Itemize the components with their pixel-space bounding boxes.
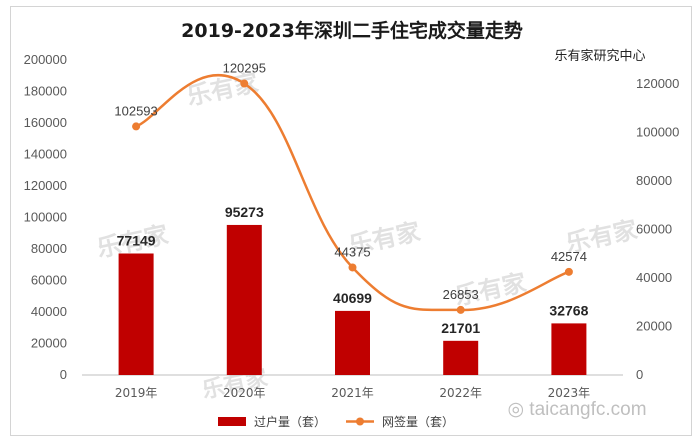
y-left-tick: 160000 <box>24 115 67 130</box>
y-right-tick: 100000 <box>636 125 679 140</box>
y-right-tick: 40000 <box>636 270 672 285</box>
legend-line-label: 网签量（套） <box>382 414 454 429</box>
line-path <box>135 74 570 312</box>
x-tick: 2023年 <box>548 386 591 400</box>
y-left-tick: 180000 <box>24 84 67 99</box>
y-left-tick: 200000 <box>24 52 67 67</box>
legend-line-marker <box>356 417 364 426</box>
legend-bar-swatch <box>218 417 246 426</box>
line-point <box>456 305 465 314</box>
chart-title: 2019-2023年深圳二手住宅成交量走势 <box>181 19 523 42</box>
y-right-tick: 80000 <box>636 173 672 188</box>
y-left-tick: 120000 <box>24 178 67 193</box>
bar <box>443 340 479 375</box>
combo-chart: 2019-2023年深圳二手住宅成交量走势 乐有家研究中心 乐有家乐有家乐有家乐… <box>24 19 680 429</box>
y-right-tick: 120000 <box>636 76 679 91</box>
line-value-label: 42574 <box>551 249 587 264</box>
x-tick: 2020年 <box>223 386 266 400</box>
bar <box>335 310 370 375</box>
x-tick: 2019年 <box>115 386 158 400</box>
bar-value-label: 21701 <box>441 320 480 336</box>
y-left-tick: 100000 <box>24 210 67 225</box>
y-left-tick: 140000 <box>24 147 67 162</box>
legend-bar-label: 过户量（套） <box>254 414 326 429</box>
bar <box>118 253 154 375</box>
watermark-site: ◎ taicangfc.com <box>507 399 646 420</box>
chart-frame: 2019-2023年深圳二手住宅成交量走势 乐有家研究中心 乐有家 乐有家 乐有家乐… <box>10 6 692 436</box>
bar-value-label: 95273 <box>225 204 264 220</box>
line-value-label: 26853 <box>443 287 479 302</box>
y-left-tick: 20000 <box>31 336 67 351</box>
legend: 过户量（套） 网签量（套） <box>218 414 454 429</box>
line-point <box>348 263 357 272</box>
x-tick: 2022年 <box>439 386 482 400</box>
bar-value-label: 32768 <box>549 302 588 318</box>
bar-value-label: 77149 <box>117 232 156 248</box>
bar <box>551 323 587 375</box>
line-point <box>564 267 573 276</box>
y-left-tick: 0 <box>60 367 67 382</box>
line-value-label: 120295 <box>223 61 266 76</box>
y-left-tick: 60000 <box>31 273 67 288</box>
y-right-tick: 0 <box>636 367 643 382</box>
bar-value-label: 40699 <box>333 290 372 306</box>
chart-source: 乐有家研究中心 <box>554 48 645 64</box>
bar-series <box>118 224 587 375</box>
data-labels: 77149 95273 40699 21701 32768 102593 120295 443… <box>114 61 588 336</box>
line-value-label: 102593 <box>114 103 157 118</box>
y-left-tick: 40000 <box>31 304 67 319</box>
y-right-tick: 60000 <box>636 222 672 237</box>
line-series <box>132 74 573 314</box>
y-left-tick: 80000 <box>31 241 67 256</box>
line-value-label: 44375 <box>334 244 370 259</box>
bar <box>226 224 262 375</box>
line-point <box>132 122 141 131</box>
y-right-tick: 20000 <box>636 319 672 334</box>
x-tick: 2021年 <box>331 386 374 400</box>
axes: 0 20000 40000 60000 80000 100000 120000 140000 1… <box>24 52 680 400</box>
line-point <box>240 79 249 88</box>
